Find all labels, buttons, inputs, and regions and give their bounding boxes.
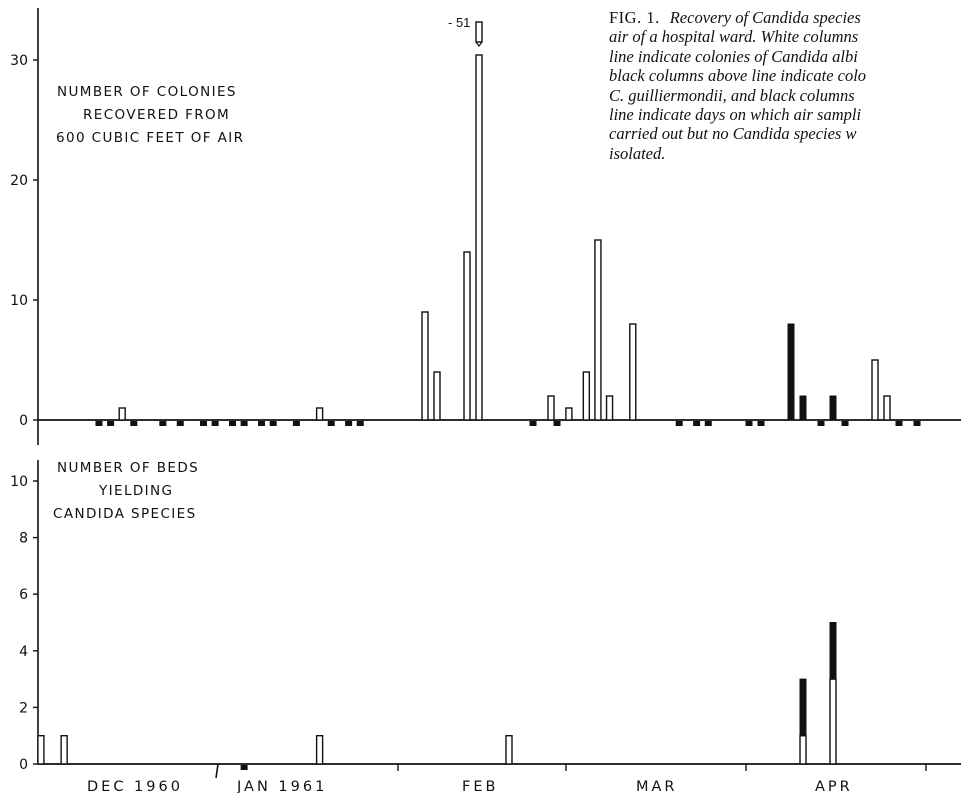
top-no-candida-mark-jan-25 xyxy=(356,421,364,426)
top-albicans-bar-apr-24 xyxy=(883,395,891,421)
top-no-candida-mark-jan-5 xyxy=(240,421,248,426)
top-no-candida-mark-mar-25 xyxy=(704,421,712,426)
bottom-ytick-label-0: 0 xyxy=(19,757,28,773)
bottom-title-line-3: CANDIDA SPECIES xyxy=(53,506,197,522)
caption-line-4: black columns above line indicate colo xyxy=(609,66,867,86)
top-no-candida-mark-dec-25 xyxy=(176,421,184,426)
figure-caption: FIG. 1. Recovery of Candida species air o… xyxy=(609,8,961,163)
top-ytick-label-0: 0 xyxy=(19,413,28,429)
top-title-line-3: 600 CUBIC FEET OF AIR xyxy=(56,130,244,146)
top-no-candida-mark-jan-10 xyxy=(269,421,277,426)
top-no-candida-mark-dec-17 xyxy=(130,421,138,426)
top-no-candida-mark-feb-23 xyxy=(529,421,537,426)
bottom-guilliermondii-bar-apr-10 xyxy=(799,678,807,737)
caption-line-1: FIG. 1. Recovery of Candida species xyxy=(609,8,861,27)
figure-number: FIG. 1. xyxy=(609,8,660,27)
top-no-candida-mark-jan-20 xyxy=(327,421,335,426)
bottom-ytick-label-10: 10 xyxy=(10,474,28,490)
top-albicans-bar-feb-26 xyxy=(547,395,555,421)
top-albicans-bar-feb-5 xyxy=(421,311,429,421)
bottom-no-candida-mark-jan-5 xyxy=(240,765,248,770)
top-albicans-bar-mar-8 xyxy=(605,395,614,421)
top-guilliermondii-bar-apr-15 xyxy=(829,395,837,421)
bottom-albicans-bar-apr-15 xyxy=(829,678,837,765)
top-no-candida-mark-mar-23 xyxy=(693,421,701,426)
top-guilliermondii-bar-apr-10 xyxy=(799,395,807,421)
top-albicans-bar-mar-1 xyxy=(565,407,573,421)
caption-line-6: line indicate days on which air sampli xyxy=(609,105,862,125)
break-annotation: - 51 xyxy=(448,15,470,30)
bottom-ytick-label-8: 8 xyxy=(19,531,28,547)
bottom-title-line-1: NUMBER OF BEDS xyxy=(57,460,199,476)
top-albicans-bar-feb-14-break-mark xyxy=(475,41,483,47)
bottom-guilliermondii-bar-apr-15 xyxy=(829,622,837,680)
top-albicans-bar-feb-7 xyxy=(433,371,441,421)
month-tick-jan xyxy=(215,763,219,779)
month-label-feb: FEB xyxy=(462,779,498,793)
bottom-bars xyxy=(37,622,837,770)
caption-line-2: air of a hospital ward. White columns xyxy=(609,27,859,47)
top-no-candida-mark-apr-17 xyxy=(841,421,849,426)
top-no-candida-mark-apr-1 xyxy=(745,421,753,426)
top-no-candida-mark-apr-26 xyxy=(895,421,903,426)
top-no-candida-mark-dec-11 xyxy=(95,421,103,426)
bottom-albicans-bar-dec-5 xyxy=(60,735,68,765)
bottom-title-line-2: YIELDING xyxy=(98,483,173,499)
caption-line-8: isolated. xyxy=(609,143,666,163)
bottom-albicans-bar-dec-1 xyxy=(37,735,45,765)
top-no-candida-mark-feb-27 xyxy=(553,421,561,426)
month-label-jan: JAN 1961 xyxy=(236,779,327,793)
top-no-candida-mark-jan-8 xyxy=(258,421,266,426)
top-no-candida-mark-apr-29 xyxy=(913,421,921,426)
caption-line-3: line indicate colonies of Candida albi xyxy=(609,46,858,66)
top-albicans-bar-feb-12 xyxy=(463,251,471,421)
top-albicans-bar-feb-14 xyxy=(475,54,483,421)
top-y-ticks: 0 10 20 30 xyxy=(10,53,38,429)
top-ytick-label-20: 20 xyxy=(10,173,28,189)
bottom-albicans-bar-feb-19 xyxy=(505,735,513,765)
top-albicans-bar-jan-18 xyxy=(315,407,324,421)
top-albicans-bar-apr-22 xyxy=(871,359,879,421)
top-albicans-bar-dec-15 xyxy=(118,407,126,421)
bottom-albicans-bar-apr-10 xyxy=(799,735,807,765)
bottom-ytick-label-4: 4 xyxy=(19,644,28,660)
month-label-dec: DEC 1960 xyxy=(87,779,183,793)
caption-line-5: C. guilliermondii, and black columns xyxy=(609,85,855,105)
top-no-candida-mark-jan-3 xyxy=(229,421,237,426)
top-title-line-2: RECOVERED FROM xyxy=(83,107,230,123)
top-ytick-label-10: 10 xyxy=(10,293,28,309)
top-guilliermondii-bar-apr-8 xyxy=(787,323,795,421)
top-no-candida-mark-dec-31 xyxy=(211,421,219,426)
top-title-line-1: NUMBER OF COLONIES xyxy=(57,84,237,100)
top-albicans-bar-mar-4 xyxy=(582,371,591,421)
bottom-ytick-label-6: 6 xyxy=(19,587,28,603)
month-label-mar: MAR xyxy=(636,779,678,793)
top-ytick-label-30: 30 xyxy=(10,53,28,69)
top-no-candida-mark-dec-13 xyxy=(107,421,115,426)
top-albicans-bar-feb-14-upper xyxy=(475,21,483,43)
top-no-candida-mark-dec-22 xyxy=(159,421,167,426)
top-no-candida-mark-jan-23 xyxy=(345,421,353,426)
top-albicans-bar-mar-12 xyxy=(629,323,637,421)
bottom-albicans-bar-jan-18 xyxy=(315,735,324,765)
top-albicans-bar-mar-6 xyxy=(594,239,602,421)
top-bars xyxy=(95,21,921,426)
month-ticks xyxy=(215,763,927,779)
top-no-candida-mark-apr-13 xyxy=(817,421,825,426)
top-no-candida-mark-mar-20 xyxy=(675,421,683,426)
bottom-y-ticks: 0 2 4 6 8 10 xyxy=(10,474,38,773)
caption-line-7: carried out but no Candida species w xyxy=(609,124,857,144)
top-no-candida-mark-dec-29 xyxy=(199,421,207,426)
top-no-candida-mark-apr-3 xyxy=(757,421,765,426)
bottom-ytick-label-2: 2 xyxy=(19,700,28,716)
month-label-apr: APR xyxy=(815,779,853,793)
top-no-candida-mark-jan-14 xyxy=(292,421,300,426)
